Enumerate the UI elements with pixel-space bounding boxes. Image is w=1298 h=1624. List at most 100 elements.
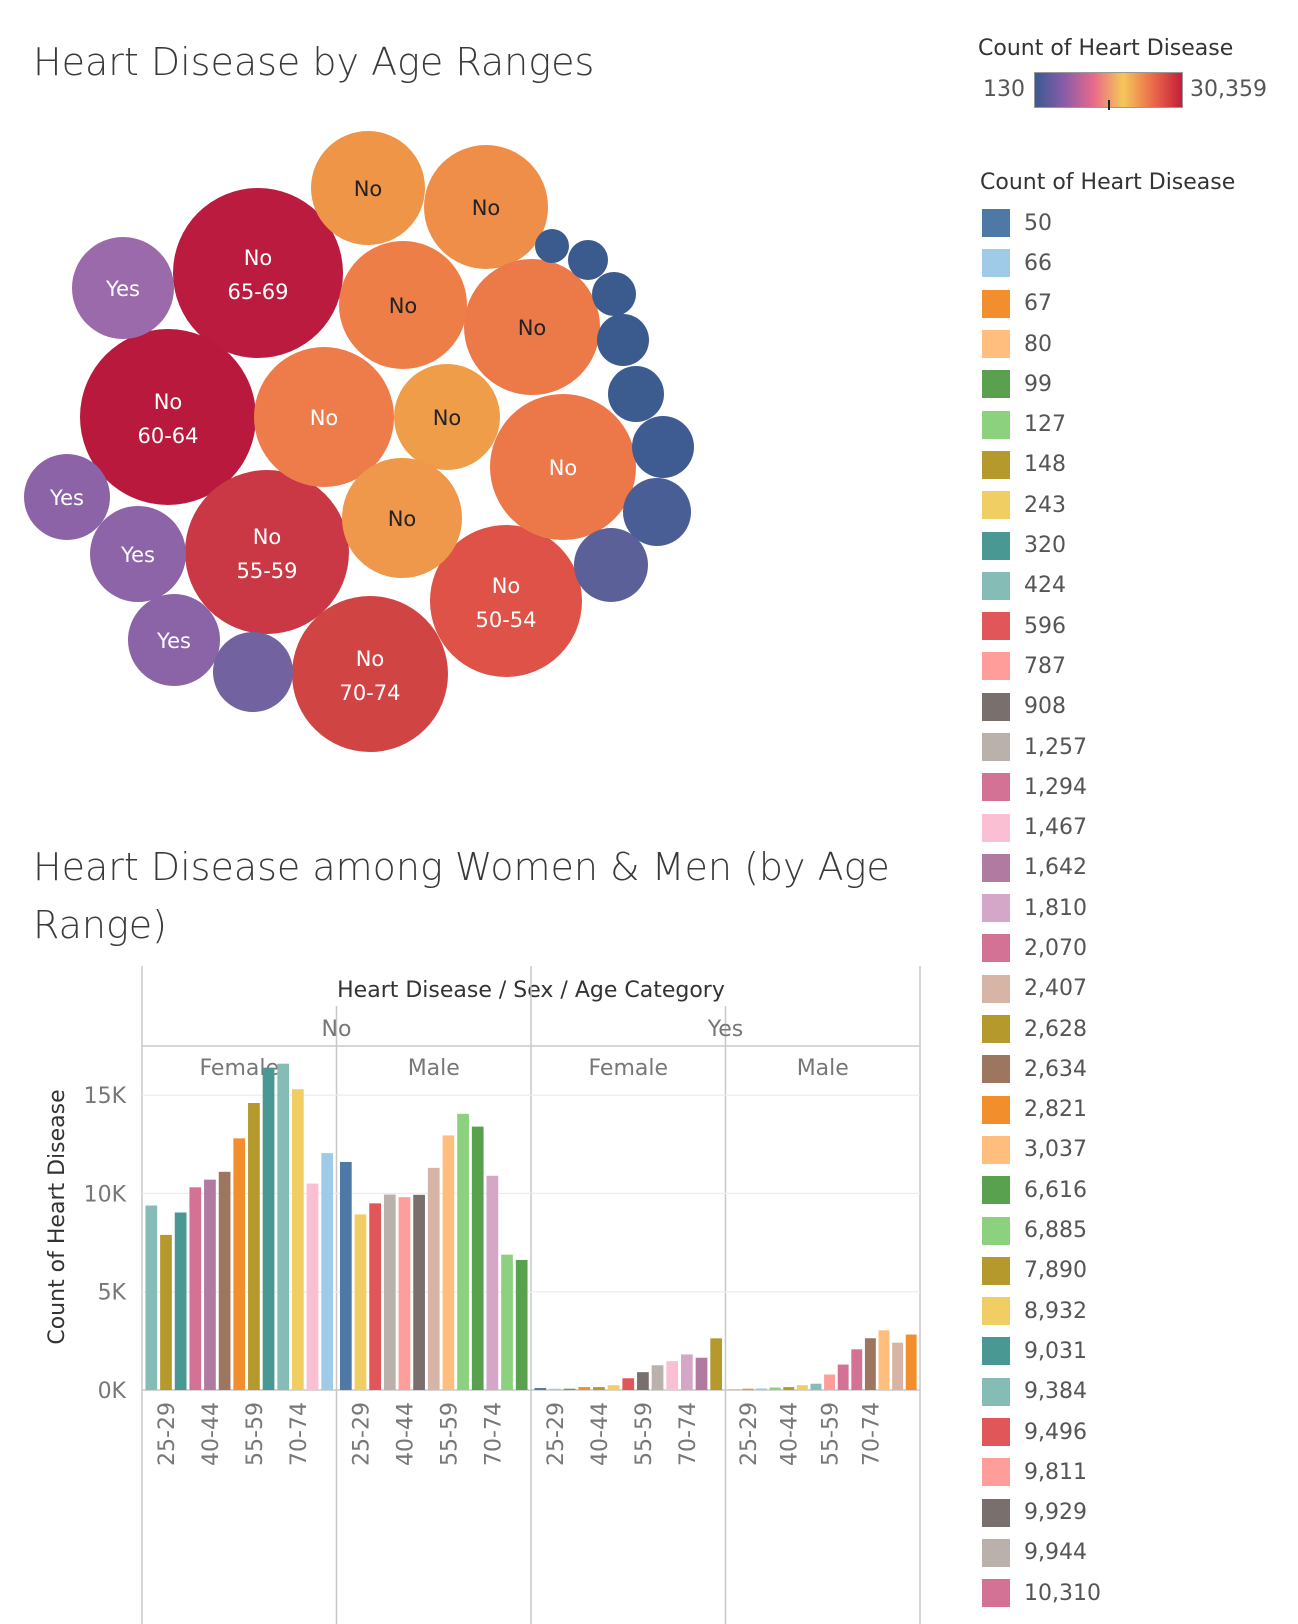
legend-label: 8,932 — [1024, 1298, 1087, 1324]
bar — [248, 1103, 260, 1390]
bar — [695, 1357, 708, 1390]
bar — [905, 1334, 917, 1390]
bar — [398, 1197, 411, 1390]
legend-swatch — [982, 974, 1010, 1003]
legend-label: 66 — [1024, 250, 1052, 276]
bubble: Yes — [24, 454, 110, 540]
legend-item: 1,810 — [982, 888, 1101, 928]
bar — [515, 1259, 528, 1390]
legend-label: 908 — [1024, 694, 1066, 720]
legend-item: 596 — [982, 606, 1101, 646]
sex-header: Male — [797, 1056, 849, 1081]
x-tick-label: 25-29 — [544, 1402, 569, 1466]
bar — [174, 1212, 187, 1390]
bubble-chart: No65-69No60-64No55-59No70-74No50-54NoNoN… — [24, 131, 694, 752]
bubble-label: No — [549, 456, 578, 480]
legend-swatch — [982, 934, 1010, 963]
bubble: No 50-54 — [430, 525, 582, 677]
legend-label: 2,070 — [1024, 935, 1087, 961]
bar — [262, 1067, 275, 1390]
bar — [666, 1361, 679, 1390]
color-ramp-min-label: 130 — [983, 77, 1025, 102]
legend-swatch — [982, 370, 1010, 399]
legend-swatch — [982, 652, 1010, 681]
y-tick-label: 5K — [98, 1281, 127, 1306]
bar — [892, 1342, 904, 1390]
legend-item: 9,031 — [982, 1331, 1101, 1371]
bubble-circle — [568, 240, 608, 280]
bubble-circle — [24, 454, 110, 540]
bar — [878, 1330, 890, 1390]
legend-swatch — [982, 692, 1010, 721]
bar — [427, 1167, 440, 1390]
legend-item: 9,929 — [982, 1493, 1101, 1533]
legend-item: 148 — [982, 445, 1101, 485]
bar — [796, 1385, 808, 1390]
bubble — [623, 478, 691, 546]
bubble: No — [394, 364, 500, 470]
bar — [864, 1338, 876, 1390]
bubble-circle — [311, 131, 425, 245]
legend-item: 50 — [982, 203, 1101, 243]
legend-swatch — [982, 1176, 1010, 1205]
legend-label: 9,031 — [1024, 1338, 1087, 1364]
legend-item: 9,811 — [982, 1452, 1101, 1492]
bubble — [535, 229, 569, 263]
bar — [710, 1338, 723, 1390]
legend-swatch — [982, 894, 1010, 923]
bar — [534, 1388, 547, 1390]
bubble-label: No — [244, 246, 273, 270]
legend-item: 787 — [982, 646, 1101, 686]
bar — [457, 1113, 469, 1390]
legend-item: 243 — [982, 485, 1101, 525]
x-tick-label: 40-44 — [588, 1402, 613, 1466]
bubble — [592, 272, 636, 316]
legend-swatch — [982, 1216, 1010, 1245]
legend-label: 2,407 — [1024, 976, 1087, 1002]
legend-label: 148 — [1024, 452, 1066, 478]
sex-header: Male — [408, 1056, 460, 1081]
legend-label: 10,310 — [1024, 1580, 1101, 1606]
bubble-circle — [185, 470, 349, 634]
bar — [756, 1388, 767, 1390]
bubble-circle — [574, 528, 648, 602]
legend-swatch — [982, 1538, 1010, 1567]
legend-swatch — [982, 330, 1010, 359]
bubble-label: No — [356, 647, 385, 671]
x-tick-label: 70-74 — [676, 1402, 701, 1466]
legend-label: 2,628 — [1024, 1016, 1087, 1042]
bubble-circle — [213, 632, 293, 712]
x-tick-label: 55-59 — [437, 1402, 462, 1466]
bubble-circle — [424, 145, 548, 269]
bubble-label: No — [354, 177, 383, 201]
legend-swatch — [982, 1458, 1010, 1487]
legend-item: 2,628 — [982, 1009, 1101, 1049]
bar — [160, 1234, 172, 1390]
legend-swatch — [982, 773, 1010, 802]
legend-label: 2,634 — [1024, 1056, 1087, 1082]
legend-item: 2,821 — [982, 1090, 1101, 1130]
bubble-age-label: 60-64 — [137, 424, 198, 448]
legend-item: 424 — [982, 566, 1101, 606]
legend-swatch — [982, 1256, 1010, 1285]
bar — [593, 1387, 605, 1390]
legend-item: 6,616 — [982, 1170, 1101, 1210]
heart-disease-header: Yes — [707, 1017, 744, 1042]
bubble: No 55-59 — [185, 470, 349, 634]
bubble-label: Yes — [120, 543, 155, 567]
bubble: Yes — [72, 237, 174, 339]
bubble — [213, 632, 293, 712]
bubble — [574, 528, 648, 602]
bar — [578, 1387, 591, 1390]
bubble-label: No — [518, 316, 547, 340]
legend-item: 99 — [982, 364, 1101, 404]
bar — [651, 1365, 664, 1390]
bubble — [597, 314, 649, 366]
bubble: No 70-74 — [292, 596, 448, 752]
legend-item: 3,037 — [982, 1130, 1101, 1170]
bubble — [568, 240, 608, 280]
bubble-circle — [342, 458, 462, 578]
bar — [637, 1372, 649, 1390]
bubble: Yes — [90, 506, 186, 602]
bubble-label: Yes — [156, 629, 191, 653]
